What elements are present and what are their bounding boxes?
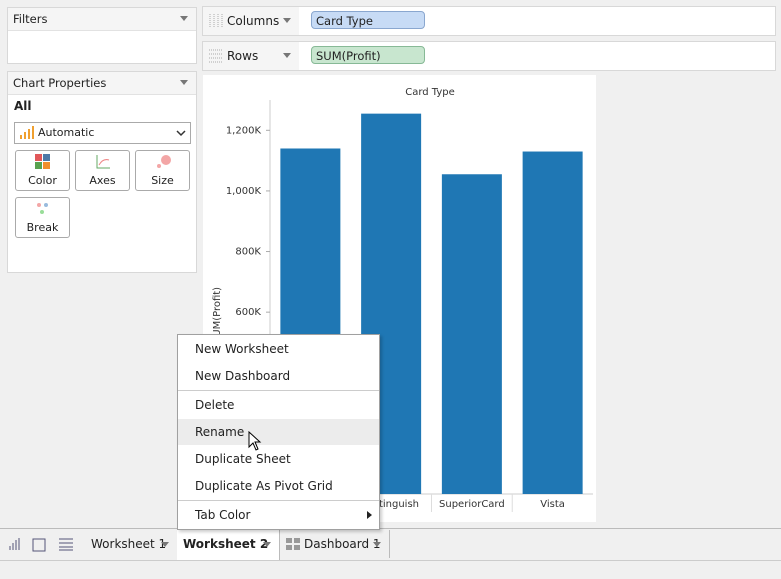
filters-panel: Filters <box>7 7 197 64</box>
menu-item[interactable]: New Dashboard <box>195 369 291 383</box>
chart-properties-panel: Chart Properties All Automatic Color Axe… <box>7 71 197 273</box>
pill[interactable]: SUM(Profit) <box>311 46 425 64</box>
tab-label: Dashboard 1 <box>304 537 381 551</box>
chart-title: Card Type <box>405 87 455 98</box>
status-bar <box>0 560 781 579</box>
y-tick-label: 1,200K <box>226 125 262 136</box>
pill[interactable]: Card Type <box>311 11 425 29</box>
chevron <box>176 130 186 137</box>
separator <box>178 390 379 391</box>
tab[interactable]: Worksheet 1 <box>85 530 178 558</box>
menu-item[interactable]: Duplicate As Pivot Grid <box>195 479 333 493</box>
tab-bar-icons <box>9 538 73 552</box>
tab-bar <box>0 528 781 561</box>
menu-item[interactable]: Delete <box>195 398 235 412</box>
tab-label: Worksheet 1 <box>91 537 167 551</box>
columns-shelf: Columns Card Type <box>202 6 776 36</box>
rows-label: Rows <box>203 42 299 70</box>
break-button[interactable]: Break <box>15 197 70 238</box>
filters-header: Filters <box>8 8 196 31</box>
x-tick-label: SuperiorCard <box>439 499 505 510</box>
cursor <box>248 431 262 451</box>
axes-button[interactable]: Axes <box>75 150 130 191</box>
y-tick-label: 600K <box>235 307 261 318</box>
menu-item[interactable]: Tab Color <box>195 508 251 522</box>
bar <box>441 174 502 494</box>
separator <box>178 500 379 501</box>
mark-type: Automatic <box>38 126 95 139</box>
mark-icon <box>20 126 34 139</box>
section-label: All <box>14 99 32 113</box>
color-button[interactable]: Color <box>15 150 70 191</box>
menu-item[interactable]: New Worksheet <box>195 342 289 356</box>
x-tick-label: Distinguish <box>363 499 419 510</box>
context-menu: New Worksheet New Dashboard Delete Renam… <box>177 334 380 530</box>
button-label: Break <box>26 221 59 234</box>
tab-active[interactable]: Worksheet 2 <box>177 528 280 560</box>
menu-item[interactable]: Duplicate Sheet <box>195 452 291 466</box>
submenu-arrow <box>367 511 372 519</box>
mark-type-dropdown[interactable]: Automatic <box>14 122 191 144</box>
rows-shelf: Rows SUM(Profit) <box>202 41 776 71</box>
chart-properties-header: Chart Properties <box>8 72 196 95</box>
button-label: Axes <box>89 174 116 187</box>
filters-title: Filters <box>13 12 48 26</box>
menu-item[interactable]: Rename <box>178 419 379 445</box>
y-tick-label: 800K <box>235 247 261 258</box>
chart-properties-title: Chart Properties <box>13 76 107 90</box>
y-axis-label: SUM(Profit) <box>212 287 223 343</box>
size-button[interactable]: Size <box>135 150 190 191</box>
tab-label: Worksheet 2 <box>183 537 269 551</box>
x-tick-label: Vista <box>540 499 565 510</box>
shelf-label: Rows <box>227 49 259 63</box>
button-label: Color <box>28 174 57 187</box>
tab[interactable]: Dashboard 1 <box>280 530 390 558</box>
button-label: Size <box>151 174 174 187</box>
y-tick-label: 1,000K <box>226 186 262 197</box>
columns-label: Columns <box>203 7 299 35</box>
bar <box>522 151 583 494</box>
shelf-label: Columns <box>227 14 280 28</box>
